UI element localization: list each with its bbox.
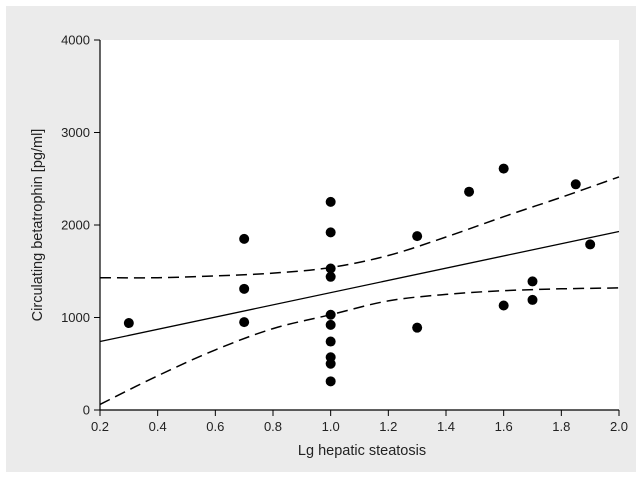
- x-tick-label: 1.2: [379, 419, 397, 434]
- x-tick-label: 2.0: [610, 419, 628, 434]
- y-tick-label: 1000: [61, 310, 90, 325]
- data-point: [325, 227, 336, 238]
- data-point: [239, 283, 250, 294]
- x-tick-label: 0.4: [149, 419, 167, 434]
- data-point: [325, 319, 336, 330]
- data-point: [527, 276, 538, 287]
- data-point: [325, 263, 336, 274]
- data-point: [123, 318, 134, 329]
- data-point: [498, 163, 509, 174]
- data-point: [585, 239, 596, 250]
- x-tick-label: 1.8: [552, 419, 570, 434]
- axes: 0 1000 2000 3000 4000 0.2 0.4 0.6 0.8 1.0 1.2 1.4 1.…: [61, 33, 628, 435]
- lower-confidence-band: [99, 287, 620, 406]
- x-tick-label: 1.0: [322, 419, 340, 434]
- data-point: [325, 271, 336, 282]
- data-points: [123, 163, 596, 387]
- data-point: [412, 231, 423, 242]
- data-point: [570, 179, 581, 190]
- plot-area: [100, 40, 619, 410]
- confidence-bands: [99, 176, 620, 406]
- x-tick-label: 1.4: [437, 419, 455, 434]
- data-point: [325, 196, 336, 207]
- data-point: [325, 358, 336, 369]
- y-tick-label: 2000: [61, 218, 90, 233]
- y-tick-label: 4000: [61, 33, 90, 48]
- data-point: [325, 376, 336, 387]
- data-point: [239, 233, 250, 244]
- data-point: [464, 186, 475, 197]
- upper-confidence-band: [99, 176, 620, 279]
- data-point: [527, 294, 538, 305]
- data-point: [325, 336, 336, 347]
- data-point: [412, 322, 423, 333]
- x-axis-title: Lg hepatic steatosis: [298, 443, 426, 459]
- x-tick-label: 1.6: [495, 419, 513, 434]
- regression-line: [99, 230, 620, 343]
- x-tick-label: 0.8: [264, 419, 282, 434]
- regression-line-group: [99, 230, 620, 343]
- x-tick-label: 0.6: [206, 419, 224, 434]
- y-tick-label: 0: [83, 403, 90, 418]
- y-axis-title: Circulating betatrophin [pg/ml]: [30, 129, 46, 322]
- y-tick-label: 3000: [61, 125, 90, 140]
- data-point: [239, 317, 250, 328]
- data-point: [498, 300, 509, 311]
- x-tick-label: 0.2: [91, 419, 109, 434]
- data-point: [325, 309, 336, 320]
